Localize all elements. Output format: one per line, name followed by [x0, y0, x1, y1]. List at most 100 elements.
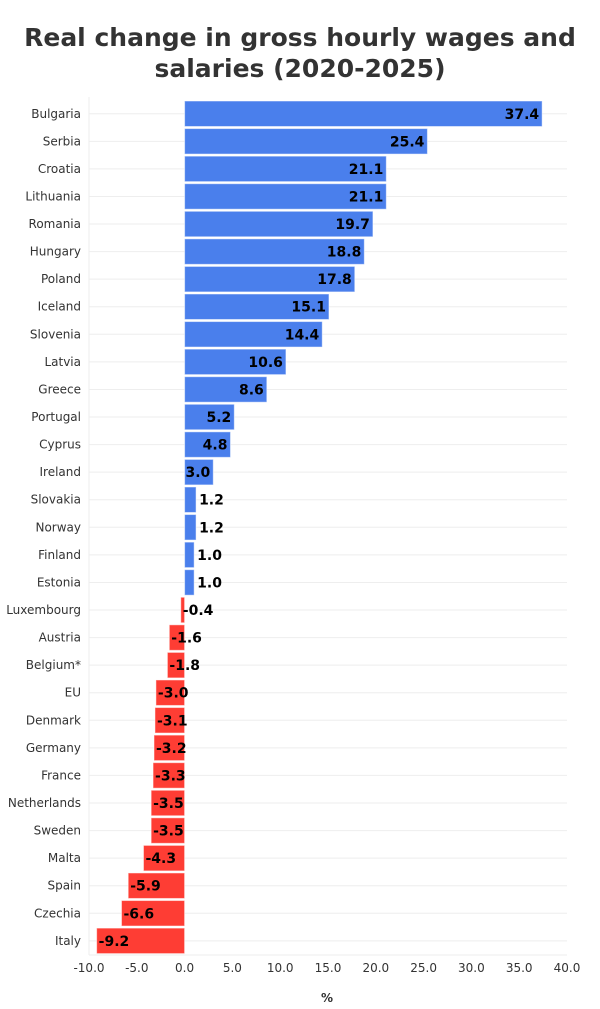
data-label: 4.8: [203, 438, 228, 454]
category-label: Germany: [26, 741, 81, 755]
data-label: 37.4: [505, 107, 540, 123]
x-tick-label: 5.0: [223, 961, 242, 975]
x-tick-label: -10.0: [73, 961, 104, 975]
x-tick-label: 0.0: [175, 961, 194, 975]
category-label: EU: [65, 686, 81, 700]
category-label: Greece: [38, 382, 81, 396]
data-label: 17.8: [317, 272, 352, 288]
bar-luxembourg: [180, 596, 186, 624]
data-label: 25.4: [390, 134, 425, 150]
category-label: France: [41, 768, 81, 782]
data-label: 1.0: [197, 548, 222, 564]
data-label: -1.8: [169, 658, 200, 674]
data-label: -1.6: [171, 631, 202, 647]
bar-finland: [184, 541, 195, 569]
bar-czechia: [121, 900, 186, 927]
category-label: Spain: [47, 879, 81, 893]
category-label: Slovenia: [30, 327, 81, 341]
x-tick-label: 35.0: [506, 961, 533, 975]
bar-germany: [153, 734, 186, 762]
data-label: 15.1: [291, 300, 326, 316]
bar-portugal: [184, 403, 235, 431]
data-label: 19.7: [335, 217, 370, 233]
bar-sweden: [150, 817, 186, 844]
category-label: Austria: [39, 631, 81, 645]
data-label: -6.6: [124, 906, 155, 922]
data-label: 1.2: [199, 493, 224, 509]
bar-eu: [155, 679, 186, 706]
category-label: Sweden: [34, 824, 81, 838]
bar-greece: [184, 376, 268, 403]
category-label: Portugal: [31, 410, 81, 424]
data-label: -4.3: [145, 851, 176, 867]
bar-latvia: [184, 348, 287, 376]
data-label: -3.3: [155, 768, 186, 784]
x-tick-label: -5.0: [125, 961, 148, 975]
category-label: Latvia: [44, 355, 81, 369]
category-label: Norway: [35, 520, 81, 534]
data-label: -3.5: [153, 824, 184, 840]
category-label: Ireland: [39, 465, 81, 479]
category-label: Estonia: [37, 575, 81, 589]
category-label: Romania: [29, 217, 81, 231]
data-label: 18.8: [327, 245, 362, 261]
data-label: 8.6: [239, 382, 264, 398]
bar-poland: [184, 265, 356, 293]
category-label: Croatia: [38, 162, 81, 176]
data-label: -3.2: [156, 741, 187, 757]
bar-cyprus: [184, 431, 231, 458]
category-label: Luxembourg: [6, 603, 81, 617]
bar-romania: [184, 210, 374, 238]
bar-italy: [96, 927, 186, 955]
x-axis-label: %: [321, 991, 333, 1005]
bar-belgium: [166, 651, 186, 679]
category-label: Belgium*: [26, 658, 81, 672]
data-label: 5.2: [206, 410, 231, 426]
bar-ireland: [184, 458, 214, 486]
data-label: 10.6: [248, 355, 283, 371]
category-label: Finland: [38, 548, 81, 562]
bar-spain: [127, 872, 186, 899]
bar-hungary: [184, 238, 365, 265]
category-label: Serbia: [43, 134, 81, 148]
bar-denmark: [154, 707, 186, 734]
data-label: -3.5: [153, 796, 184, 812]
bar-norway: [184, 514, 197, 541]
category-label: Iceland: [38, 300, 81, 314]
bar-croatia: [184, 155, 387, 183]
data-label: -5.9: [130, 879, 161, 895]
x-tick-label: 15.0: [315, 961, 342, 975]
data-label: -0.4: [183, 603, 214, 619]
bar-lithuania: [184, 183, 387, 210]
x-tick-label: 25.0: [410, 961, 437, 975]
bar-france: [152, 762, 186, 789]
x-tick-label: 40.0: [554, 961, 581, 975]
bar-slovakia: [184, 486, 197, 513]
data-label: 1.2: [199, 520, 224, 536]
category-label: Denmark: [26, 713, 81, 727]
category-label: Poland: [41, 272, 81, 286]
data-label: -3.1: [157, 713, 188, 729]
category-label: Cyprus: [39, 438, 81, 452]
category-label: Slovakia: [31, 493, 81, 507]
category-label: Malta: [48, 851, 81, 865]
data-label: 21.1: [349, 162, 384, 178]
bar-serbia: [184, 128, 428, 155]
category-label: Italy: [55, 934, 81, 948]
category-label: Czechia: [34, 906, 81, 920]
x-tick-label: 10.0: [267, 961, 294, 975]
data-label: -3.0: [158, 686, 189, 702]
category-label: Hungary: [30, 245, 81, 259]
data-label: 21.1: [349, 189, 384, 205]
bar-malta: [142, 844, 186, 872]
bar-austria: [168, 624, 186, 651]
data-label: 14.4: [285, 327, 320, 343]
data-label: 3.0: [185, 465, 210, 481]
bar-netherlands: [150, 789, 186, 817]
bar-iceland: [184, 293, 330, 320]
bar-bulgaria: [184, 100, 543, 127]
bar-slovenia: [184, 321, 323, 348]
data-label: 1.0: [197, 575, 222, 591]
bar-estonia: [184, 569, 195, 596]
category-label: Bulgaria: [31, 107, 81, 121]
